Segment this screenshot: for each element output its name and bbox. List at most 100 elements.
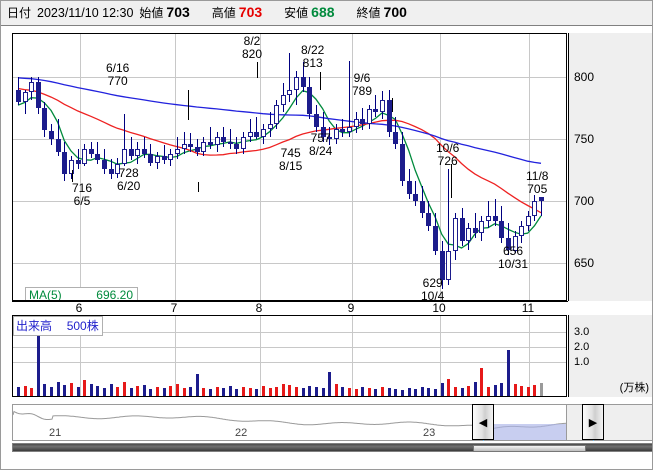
- volume-bar: [96, 386, 100, 396]
- price-gridline: [13, 201, 566, 203]
- candle-down: [108, 168, 114, 174]
- price-annotation: 8/22 813: [301, 44, 324, 70]
- volume-month-gridline: [352, 316, 353, 396]
- candle-wick: [540, 197, 542, 216]
- candle-down: [413, 193, 419, 202]
- volume-bar: [248, 388, 252, 396]
- candle-up: [287, 89, 293, 95]
- volume-bar: [539, 383, 543, 396]
- volume-bar: [189, 387, 193, 396]
- volume-bar: [301, 388, 305, 396]
- low-label: 安値: [284, 6, 309, 20]
- candle-wick: [494, 198, 496, 226]
- annotation-line-2: 789: [352, 84, 373, 98]
- candle-down: [49, 130, 55, 140]
- volume-unit-label: (万株): [619, 382, 649, 394]
- candle-down: [538, 197, 544, 201]
- date-label: 日付: [7, 6, 32, 20]
- volume-bar: [414, 389, 418, 396]
- volume-bar: [129, 388, 133, 396]
- chevron-left-icon: ◀: [478, 416, 488, 429]
- price-axis-tick: 700: [574, 194, 595, 209]
- price-axis-tick: 800: [574, 70, 595, 85]
- candle-down: [419, 201, 425, 214]
- date-value: 2023/11/10 12:30: [37, 6, 134, 20]
- ma-legend-row: MA(5) 696.20: [29, 288, 133, 301]
- annotation-line-1: 8/2: [243, 34, 261, 48]
- candle-wick: [362, 108, 364, 131]
- volume-month-gridline: [175, 316, 176, 396]
- annotation-line-2: 813: [302, 56, 323, 70]
- price-annotation: 629 10/4: [421, 277, 444, 301]
- volume-bar: [434, 389, 438, 396]
- annotation-line-2: 10/31: [498, 257, 529, 271]
- volume-bar: [222, 388, 226, 396]
- navigator-year-label: 22: [235, 427, 248, 439]
- price-annotation: 728 6/20: [117, 167, 140, 193]
- ma-legend-name: MA(5): [29, 288, 62, 301]
- volume-bar: [228, 386, 232, 396]
- moving-average-legend: MA(5)696.20MA(25)677.40MA(75)731.33: [25, 287, 138, 301]
- horizontal-scrollbar-track[interactable]: [12, 443, 652, 452]
- volume-bar: [361, 387, 365, 396]
- volume-bar: [533, 385, 537, 396]
- candle-up: [280, 94, 286, 105]
- candle-up: [452, 218, 458, 251]
- high-value: 703: [238, 4, 263, 20]
- volume-bar: [348, 388, 351, 396]
- price-chart-plot[interactable]: 6/16 770 8/2 820 8/22 813 9/6 789 10/6 726 11/8 705…: [12, 33, 567, 301]
- volume-bar: [493, 385, 497, 396]
- volume-bar: [526, 387, 530, 396]
- horizontal-scrollbar-thumb[interactable]: [473, 445, 586, 452]
- candle-up: [512, 235, 518, 251]
- candle-wick: [249, 119, 251, 142]
- candle-down: [406, 181, 412, 194]
- candle-down: [313, 114, 319, 127]
- range-navigator[interactable]: 21 22 23 ◀ ▶: [12, 404, 652, 452]
- navigator-right-pad: [567, 404, 652, 441]
- volume-bar: [23, 386, 27, 396]
- candle-down: [399, 144, 405, 182]
- x-axis-tick: 8: [255, 301, 263, 315]
- price-gridline: [13, 262, 566, 264]
- candle-down: [459, 218, 465, 241]
- candle-up: [267, 124, 273, 130]
- volume-bar: [36, 334, 40, 396]
- annotation-line-1: 656: [503, 244, 524, 258]
- navigator-year-label: 21: [49, 427, 62, 439]
- volume-label-value: 500株: [66, 319, 99, 333]
- candle-up: [347, 126, 352, 132]
- candle-wick: [342, 119, 344, 137]
- candle-wick: [163, 145, 165, 164]
- candle-down: [62, 151, 68, 174]
- candle-up: [353, 119, 359, 127]
- volume-bar: [520, 386, 524, 396]
- candle-down: [492, 215, 498, 221]
- candle-down: [35, 82, 41, 109]
- volume-bar: [467, 386, 471, 396]
- candle-up: [466, 228, 472, 241]
- volume-bar: [381, 387, 385, 396]
- candle-wick: [474, 213, 476, 239]
- volume-bar: [208, 389, 212, 396]
- candle-down: [234, 144, 240, 150]
- navigator-left-handle[interactable]: ◀: [472, 404, 494, 440]
- volume-bar: [460, 388, 464, 396]
- volume-chart-plot[interactable]: [12, 315, 567, 397]
- candle-wick: [57, 119, 59, 157]
- candle-down: [141, 149, 147, 154]
- x-axis-month-labels: 6 7 8 9 10 11: [12, 301, 567, 315]
- x-axis-tick: 7: [170, 301, 178, 315]
- price-annotation: 757 8/24: [309, 132, 332, 158]
- month-gridline: [529, 34, 530, 300]
- navigator-right-handle[interactable]: ▶: [582, 404, 604, 440]
- annotation-line-2: 8/24: [309, 144, 333, 158]
- annotation-line-1: 716: [72, 181, 93, 195]
- volume-month-gridline: [80, 316, 81, 396]
- candle-up: [135, 149, 141, 157]
- annotation-line-1: 10/6: [436, 141, 460, 155]
- volume-month-gridline: [260, 316, 261, 396]
- price-annotation: 6/16 770: [106, 62, 129, 88]
- navigator-selected-range[interactable]: [483, 424, 566, 440]
- candle-down: [207, 141, 213, 146]
